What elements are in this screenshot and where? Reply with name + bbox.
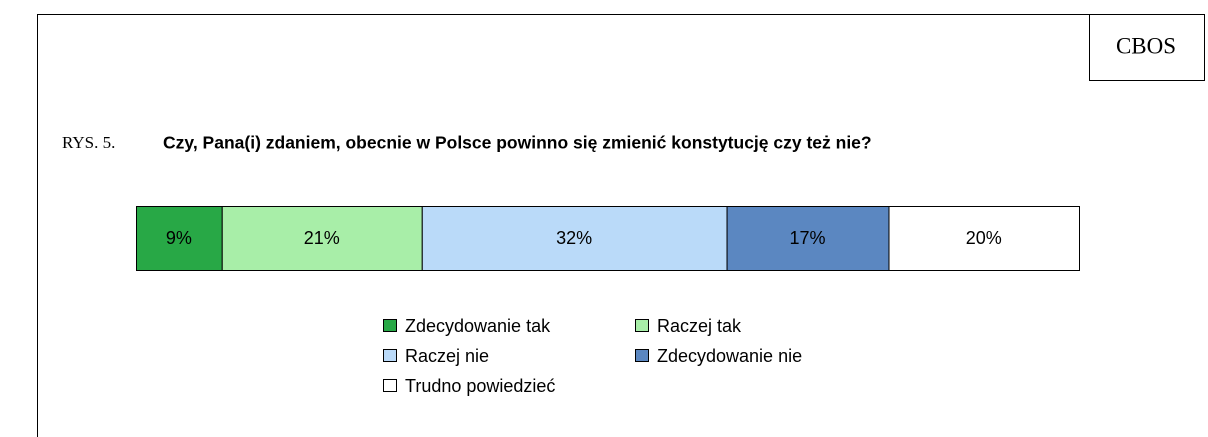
data-label: 9% (166, 228, 192, 248)
bar-segment (888, 206, 1080, 271)
data-label: 17% (790, 228, 826, 248)
legend-label: Zdecydowanie nie (657, 346, 802, 366)
bar-segment (221, 206, 423, 271)
frame (37, 14, 1205, 437)
source: CBOS (1116, 33, 1176, 58)
legend-swatch (383, 379, 397, 392)
chart-title: Czy, Pana(i) zdaniem, obecnie w Polsce p… (163, 133, 872, 153)
data-label: 32% (556, 228, 592, 248)
legend-label: Raczej tak (657, 316, 742, 336)
legend-label: Raczej nie (405, 346, 489, 366)
bar-segment (421, 206, 728, 271)
legend-swatch (635, 349, 649, 362)
figure-label: RYS. 5. (62, 133, 115, 152)
legend-label: Trudno powiedzieć (405, 376, 555, 396)
data-label: 20% (966, 228, 1002, 248)
legend-swatch (383, 349, 397, 362)
data-label: 21% (304, 228, 340, 248)
legend-label: Zdecydowanie tak (405, 316, 551, 336)
legend-swatch (635, 319, 649, 332)
legend-swatch (383, 319, 397, 332)
